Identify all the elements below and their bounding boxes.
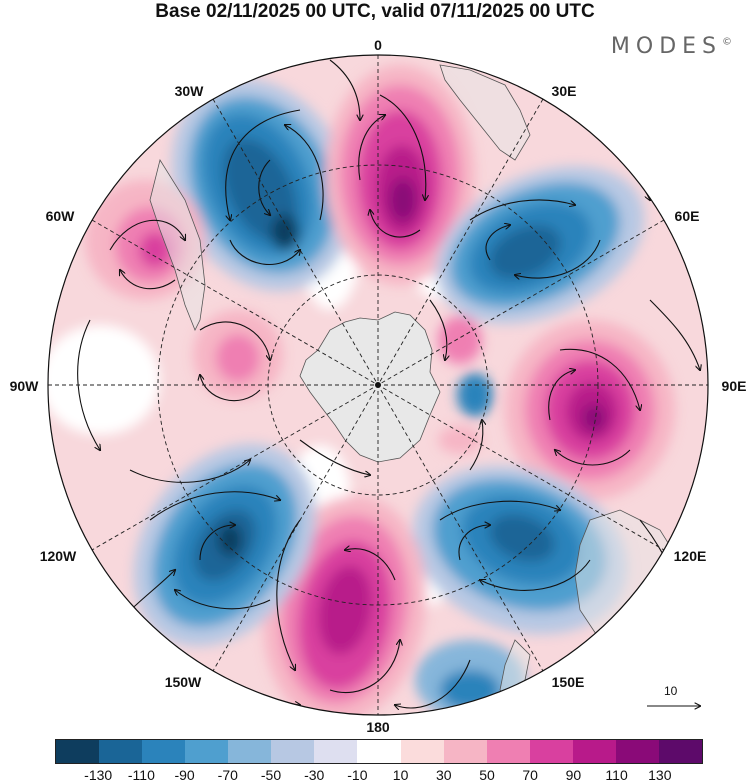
colorbar-tick-label: 30 xyxy=(436,767,452,783)
colorbar-tick-label: 110 xyxy=(605,767,628,783)
lon-label-90e: 90E xyxy=(722,378,747,394)
colorbar-swatch-6 xyxy=(314,740,358,763)
anomaly-lobe-80w xyxy=(193,310,283,400)
lon-label-30w: 30W xyxy=(175,83,205,99)
lon-label-60w: 60W xyxy=(46,208,76,224)
colorbar-swatch-9 xyxy=(443,740,487,763)
colorbar-tick-label: 50 xyxy=(479,767,495,783)
colorbar-swatch-3 xyxy=(185,740,229,763)
colorbar-swatch-1 xyxy=(99,740,143,763)
colorbar-tick-label: -30 xyxy=(304,767,325,783)
colorbar-tick-label: 130 xyxy=(648,767,672,783)
colorbar-tick-label: 90 xyxy=(565,767,582,783)
lon-label-150e: 150E xyxy=(552,674,585,690)
colorbar xyxy=(55,739,703,764)
brand-mark: © xyxy=(722,36,732,48)
colorbar-tick-label: -90 xyxy=(174,767,195,783)
colorbar-tick-label: -50 xyxy=(260,767,282,783)
colorbar-swatch-14 xyxy=(658,740,702,763)
map-boundary xyxy=(47,54,709,716)
brand-logo: MODES© xyxy=(611,34,732,59)
lon-label-30e: 30E xyxy=(552,83,577,99)
colorbar-tick-label: -130 xyxy=(84,767,113,783)
lon-label-60e: 60E xyxy=(675,208,700,224)
colorbar-swatch-8 xyxy=(400,740,444,763)
brand-text: MODES xyxy=(610,34,722,59)
colorbar-tick-label: 70 xyxy=(522,767,538,783)
colorbar-swatch-10 xyxy=(486,740,530,763)
lon-label-120w: 120W xyxy=(40,548,77,564)
lon-label-120e: 120E xyxy=(674,548,707,564)
lon-label-150w: 150W xyxy=(165,674,202,690)
map-title: Base 02/11/2025 00 UTC, valid 07/11/2025… xyxy=(155,1,595,22)
anomaly-lobe-90e xyxy=(505,320,675,500)
colorbar-tick-label: -70 xyxy=(217,767,238,783)
colorbar-swatch-7 xyxy=(357,740,401,763)
colorbar-swatch-11 xyxy=(529,740,573,763)
anomaly-lobe-30w xyxy=(172,79,352,291)
colorbar-swatch-12 xyxy=(572,740,616,763)
africa-coast xyxy=(439,64,531,161)
colorbar-tick-label: 10 xyxy=(392,767,409,783)
colorbar-swatch-2 xyxy=(142,740,186,763)
lon-label-90w: 90W xyxy=(10,378,40,394)
colorbar-tick-label: -10 xyxy=(347,767,368,783)
colorbar-swatch-5 xyxy=(271,740,315,763)
colorbar-swatch-0 xyxy=(56,740,100,763)
reference-vector-label: 10 xyxy=(664,684,678,698)
antarctica-landmass xyxy=(299,311,441,463)
colorbar-tick-label: -110 xyxy=(127,767,155,783)
lon-label-180: 180 xyxy=(366,719,390,735)
colorbar-swatch-13 xyxy=(615,740,659,763)
south-pole-marker xyxy=(375,382,381,388)
lon-label-0: 0 xyxy=(374,37,382,53)
anomaly-lobe-60e xyxy=(436,166,644,324)
colorbar-swatch-4 xyxy=(228,740,272,763)
